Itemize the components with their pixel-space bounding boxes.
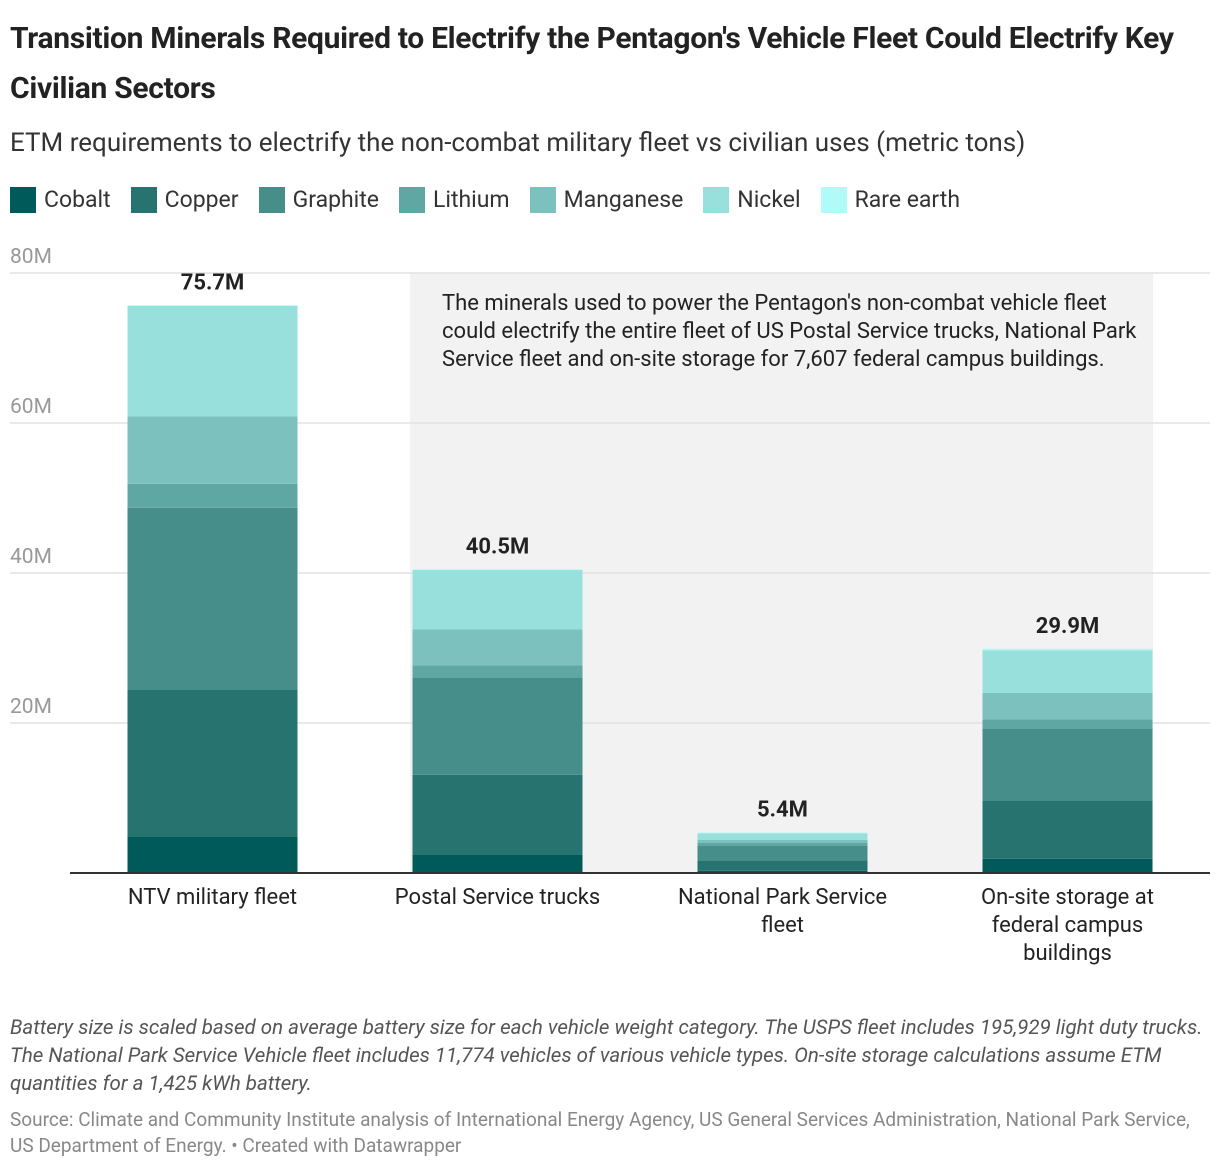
legend-swatch xyxy=(130,186,157,213)
legend-item: Manganese xyxy=(529,186,684,213)
bar-segment xyxy=(697,846,868,861)
legend-label: Nickel xyxy=(737,186,801,213)
y-tick-label: 80M xyxy=(10,245,52,269)
legend-swatch xyxy=(820,186,847,213)
bar-segment xyxy=(982,719,1153,729)
bar-segment xyxy=(412,854,583,873)
y-tick-label: 40M xyxy=(10,545,52,569)
legend-label: Copper xyxy=(164,186,239,213)
legend-label: Manganese xyxy=(563,186,684,213)
x-tick-label: National Park Service fleet xyxy=(677,885,888,938)
bar-segment xyxy=(697,843,868,846)
bar-segment xyxy=(127,305,298,306)
notes: Battery size is scaled based on average … xyxy=(10,1016,1203,1096)
total-label: 29.9M xyxy=(1036,614,1100,639)
bar-segment xyxy=(697,832,868,834)
bar-segment xyxy=(982,801,1153,859)
x-tick-label: Postal Service trucks xyxy=(394,885,601,910)
bar-segment xyxy=(982,650,1153,693)
bar-segment xyxy=(697,860,868,871)
chart-title: Transition Minerals Required to Electrif… xyxy=(10,21,1174,106)
legend-swatch xyxy=(10,186,36,213)
legend-label: Lithium xyxy=(432,186,510,213)
legend-swatch xyxy=(398,186,425,213)
x-tick-label: NTV military fleet xyxy=(127,885,298,910)
bar-segment xyxy=(982,729,1153,801)
bar-segment xyxy=(697,870,868,873)
legend-label: Rare earth xyxy=(854,186,960,213)
bar-segment xyxy=(412,569,583,570)
legend-swatch xyxy=(703,186,730,213)
y-tick-label: 20M xyxy=(10,695,52,719)
bar-segment xyxy=(412,570,583,630)
legend-swatch xyxy=(258,186,285,213)
legend-label: Graphite xyxy=(292,186,379,213)
legend-item: Graphite xyxy=(258,186,379,213)
legend-item: Copper xyxy=(130,186,239,213)
legend-swatch xyxy=(529,186,556,213)
x-tick-label: On-site storage at federal campus buildi… xyxy=(981,885,1154,966)
legend-label: Cobalt xyxy=(44,186,111,213)
total-label: 40.5M xyxy=(466,534,530,559)
legend-item: Nickel xyxy=(703,186,801,213)
source: Source: Climate and Community Institute … xyxy=(10,1108,1190,1157)
bar-segment xyxy=(697,840,868,843)
bar-segment xyxy=(127,837,298,873)
bar-segment xyxy=(412,665,583,678)
total-label: 5.4M xyxy=(757,798,808,823)
bar-segment xyxy=(982,858,1153,873)
legend-item: Lithium xyxy=(398,186,510,213)
bar-segment xyxy=(412,774,583,855)
annotation: The minerals used to power the Pentagon'… xyxy=(442,291,1137,372)
chart-subtitle: ETM requirements to electrify the non-co… xyxy=(10,128,1026,158)
bar-segment xyxy=(982,648,1153,651)
bar-segment xyxy=(697,833,868,840)
bar-segment xyxy=(127,306,298,417)
bar-segment xyxy=(127,507,298,690)
legend-item: Cobalt xyxy=(10,186,111,213)
bar-segment xyxy=(127,690,298,837)
bar-segment xyxy=(412,678,583,775)
bar-segment xyxy=(412,629,583,666)
bar-segment xyxy=(982,693,1153,720)
y-tick-label: 60M xyxy=(10,395,52,419)
bar-segment xyxy=(127,483,298,508)
legend: Cobalt Copper Graphite Lithium Manganese Nick… xyxy=(10,186,960,213)
legend-item: Rare earth xyxy=(820,186,960,213)
total-label: 75.7M xyxy=(181,270,245,295)
bar-segment xyxy=(127,416,298,484)
